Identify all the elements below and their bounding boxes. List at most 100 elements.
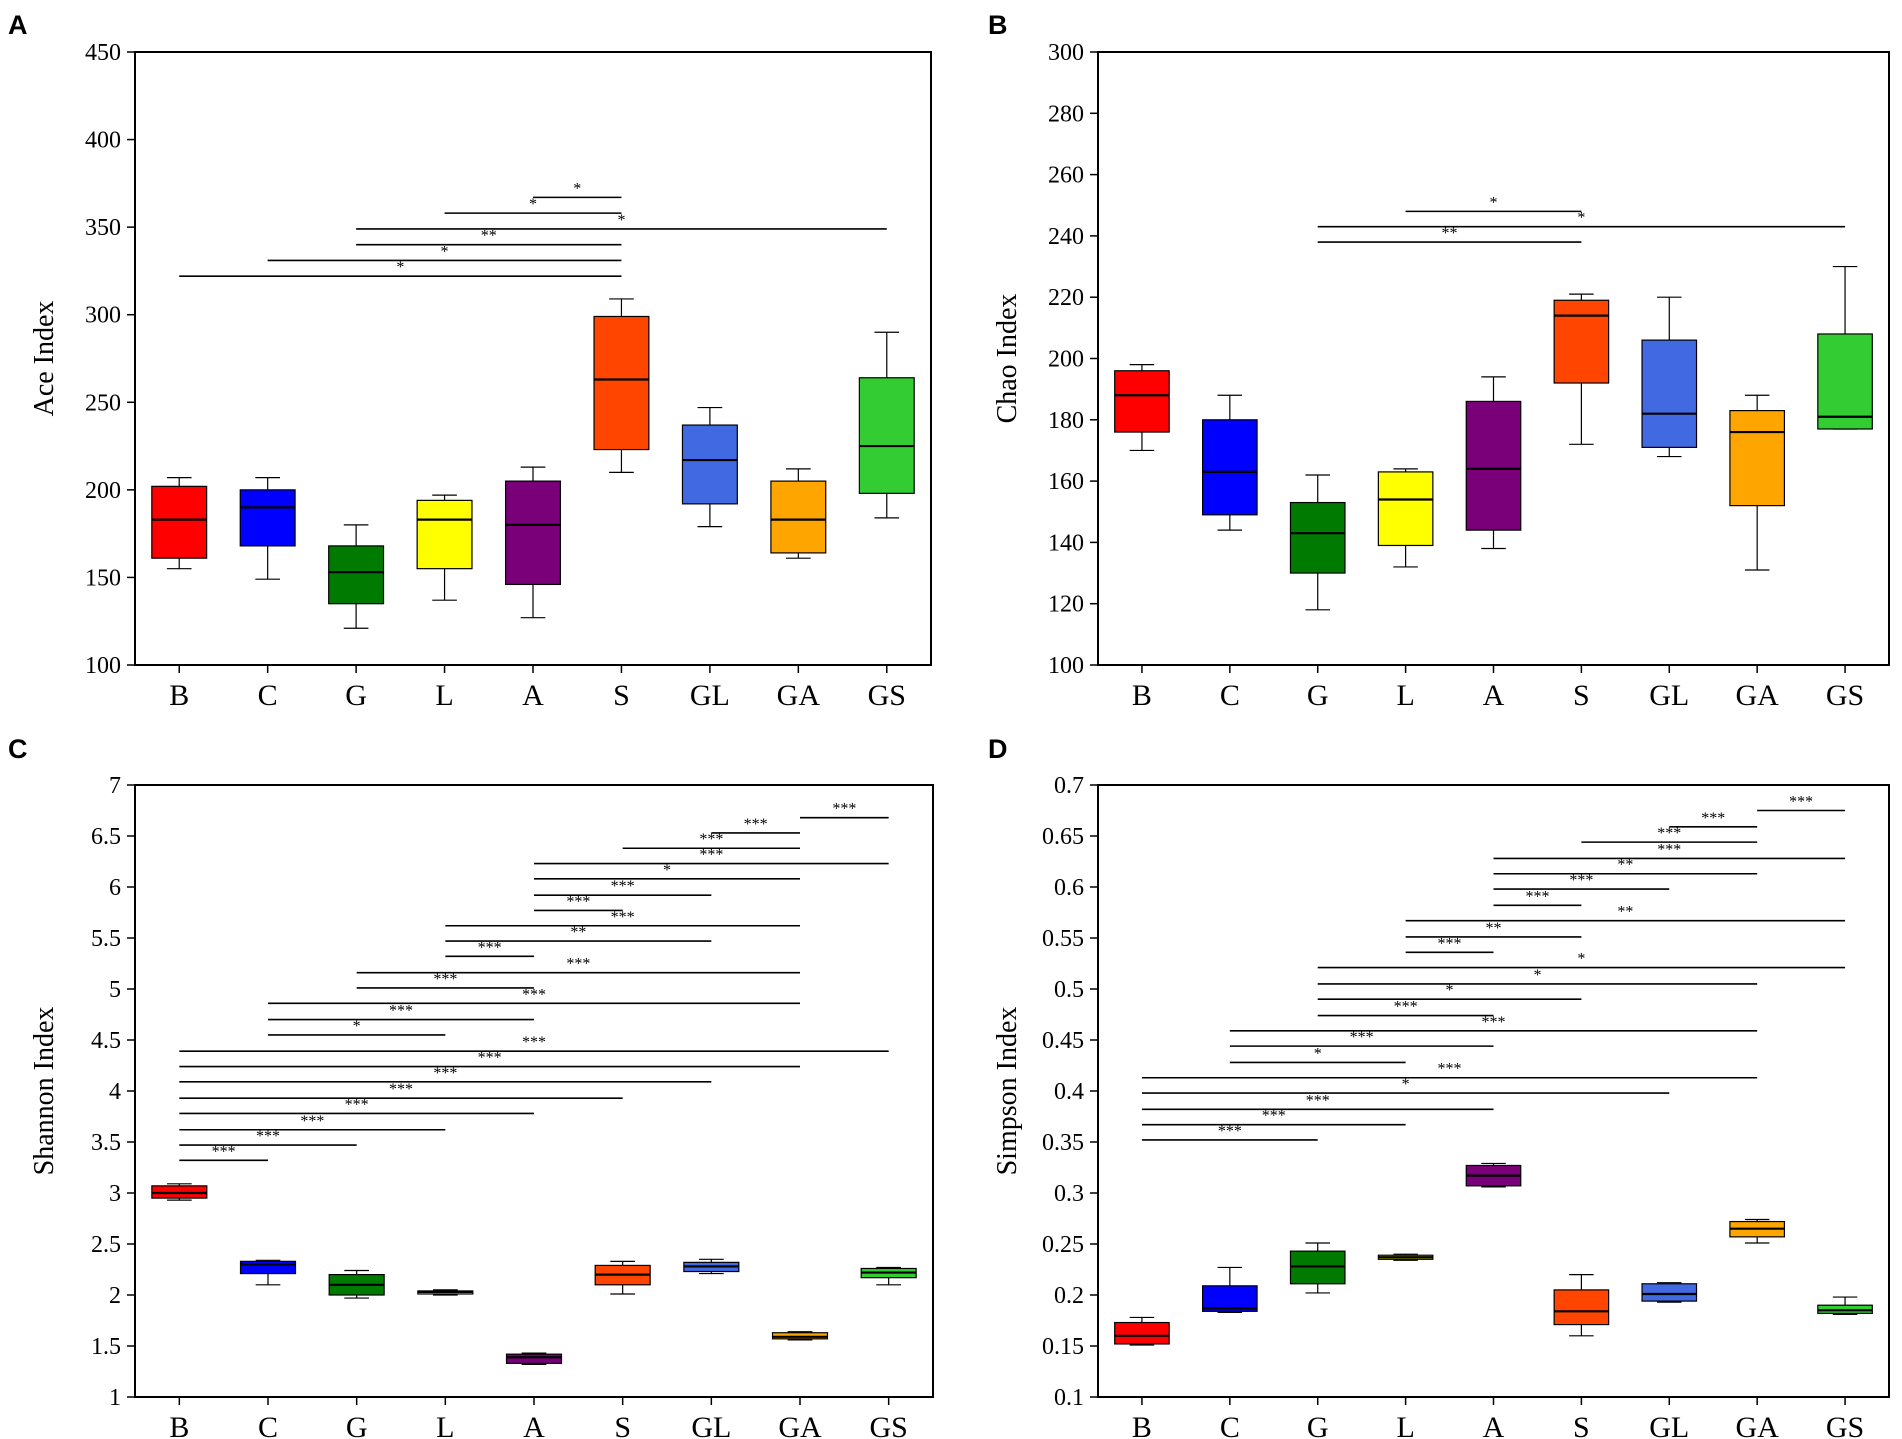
box-gs xyxy=(1817,265,1873,430)
significance-label: *** xyxy=(566,893,590,910)
box-b xyxy=(1114,364,1170,452)
box-iqr xyxy=(1114,1321,1170,1345)
x-tick-label: C xyxy=(258,679,278,712)
y-tick-label: 100 xyxy=(85,653,121,679)
y-tick-label: 6 xyxy=(109,875,121,901)
significance-label: *** xyxy=(611,878,635,895)
panel-d: D 0.1 0.15 0.2 0.25 0.3 0.35 0.4 0.45 0.5 0.55 0.6 0… xyxy=(988,734,1890,1439)
x-tick-label: A xyxy=(1483,1411,1505,1439)
significance-label: *** xyxy=(389,1003,413,1020)
x-tick-label: GA xyxy=(778,1411,822,1439)
significance-label: ** xyxy=(1617,857,1633,874)
significance-label: *** xyxy=(1701,810,1725,827)
box-s xyxy=(594,1260,651,1295)
significance-label: *** xyxy=(1438,935,1462,952)
significance-label: * xyxy=(573,180,581,197)
x-tick-label: S xyxy=(1573,679,1590,712)
significance-label: *** xyxy=(1657,841,1681,858)
box-iqr xyxy=(1289,501,1346,574)
significance-label: ** xyxy=(1486,920,1502,937)
significance-label: * xyxy=(1446,982,1454,999)
y-axis-label: Simpson Index xyxy=(992,1007,1023,1176)
significance-label: ** xyxy=(481,228,497,245)
box-c xyxy=(239,1259,297,1286)
box-gl xyxy=(1641,1282,1698,1303)
significance-label: * xyxy=(1577,951,1585,968)
x-tick-label: L xyxy=(436,1411,454,1439)
y-tick-label: 4 xyxy=(109,1079,121,1105)
box-a xyxy=(504,466,562,619)
y-tick-label: 0.1 xyxy=(1054,1385,1084,1411)
box-g xyxy=(1289,474,1346,611)
box-iqr xyxy=(328,545,385,605)
box-iqr xyxy=(681,424,738,505)
x-tick-label: GS xyxy=(868,679,906,712)
x-tick-label: C xyxy=(1220,679,1240,712)
significance-label: *** xyxy=(256,1128,280,1145)
y-tick-label: 3.5 xyxy=(91,1130,121,1156)
y-tick-label: 4.5 xyxy=(91,1028,121,1054)
significance-label: *** xyxy=(1657,825,1681,842)
y-tick-label: 450 xyxy=(85,40,121,66)
box-b xyxy=(151,476,208,570)
x-tick-label: GA xyxy=(1735,1411,1779,1439)
box-l xyxy=(416,494,473,601)
box-g xyxy=(328,524,385,629)
box-b xyxy=(1114,1316,1170,1346)
x-tick-label: GL xyxy=(690,679,730,712)
significance-label: *** xyxy=(744,816,768,833)
panel-letter: D xyxy=(988,734,1008,764)
y-tick-label: 350 xyxy=(85,215,121,241)
box-iqr xyxy=(1201,419,1258,516)
y-tick-label: 240 xyxy=(1048,224,1084,250)
y-tick-label: 180 xyxy=(1048,408,1084,434)
y-tick-label: 0.35 xyxy=(1042,1130,1084,1156)
x-tick-label: GL xyxy=(1649,679,1689,712)
significance-label: * xyxy=(1490,194,1498,211)
box-l xyxy=(417,1289,474,1296)
x-tick-label: B xyxy=(169,679,189,712)
box-s xyxy=(593,298,650,473)
y-tick-label: 300 xyxy=(85,303,121,329)
y-tick-label: 280 xyxy=(1048,101,1084,127)
significance-label: *** xyxy=(433,1065,457,1082)
y-tick-label: 6.5 xyxy=(91,824,121,850)
x-tick-label: GL xyxy=(691,1411,731,1439)
significance-label: * xyxy=(1577,210,1585,227)
box-gl xyxy=(1641,296,1698,458)
significance-label: *** xyxy=(433,971,457,988)
x-tick-label: GA xyxy=(1735,679,1779,712)
y-tick-label: 0.3 xyxy=(1054,1181,1084,1207)
x-tick-label: S xyxy=(613,679,630,712)
y-tick-label: 220 xyxy=(1048,285,1084,311)
box-a xyxy=(1465,1162,1522,1188)
box-iqr xyxy=(239,489,296,547)
significance-label: *** xyxy=(1262,1108,1286,1125)
box-iqr xyxy=(1201,1285,1258,1312)
box-iqr xyxy=(593,315,650,451)
box-gl xyxy=(681,406,738,528)
y-tick-label: 200 xyxy=(1048,347,1084,373)
x-tick-label: A xyxy=(523,1411,545,1439)
significance-label: *** xyxy=(611,909,635,926)
significance-label: *** xyxy=(699,847,723,864)
box-g xyxy=(1289,1242,1346,1294)
box-gs xyxy=(1817,1296,1873,1315)
box-gs xyxy=(860,1266,917,1286)
x-tick-label: C xyxy=(258,1411,278,1439)
significance-label: *** xyxy=(1306,1092,1330,1109)
y-tick-label: 120 xyxy=(1048,592,1084,618)
panel-letter: B xyxy=(988,10,1008,40)
x-tick-label: A xyxy=(1483,679,1505,712)
y-tick-label: 140 xyxy=(1048,530,1084,556)
significance-label: *** xyxy=(566,956,590,973)
box-s xyxy=(1553,1273,1610,1337)
x-tick-label: L xyxy=(1396,1411,1414,1439)
y-tick-label: 0.25 xyxy=(1042,1232,1084,1258)
box-g xyxy=(328,1269,385,1299)
x-tick-label: L xyxy=(1396,679,1414,712)
y-tick-label: 7 xyxy=(109,773,121,799)
x-tick-label: GS xyxy=(1826,679,1864,712)
